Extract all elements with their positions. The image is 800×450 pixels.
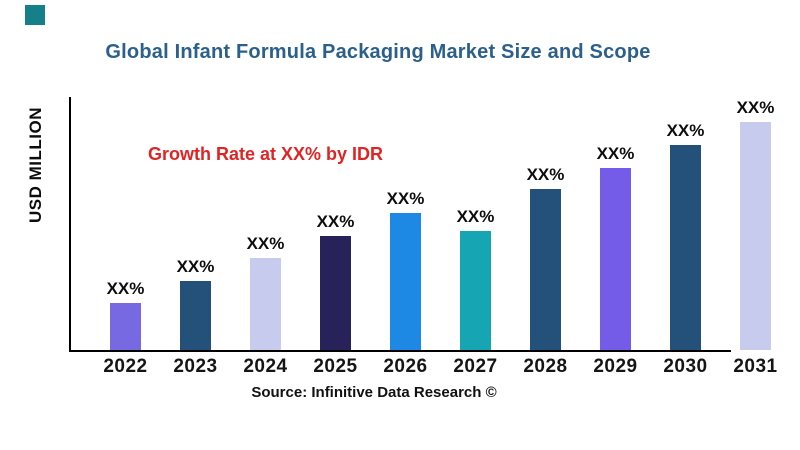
bar-value-label-2026: XX%	[386, 189, 425, 208]
bar-2024	[250, 258, 281, 350]
x-tick-2022: 2022	[103, 356, 148, 377]
bar-value-label-2024: XX%	[246, 234, 285, 253]
bar-value-label-2031: XX%	[736, 98, 775, 117]
bar-2030	[670, 145, 701, 350]
bar-2031	[740, 122, 771, 350]
source-attribution: Source: Infinitive Data Research ©	[251, 384, 497, 401]
bar-2027	[460, 231, 491, 350]
x-tick-2026: 2026	[383, 356, 428, 377]
x-tick-2029: 2029	[593, 356, 638, 377]
bar-2022	[110, 303, 141, 350]
bar-2026	[390, 213, 421, 350]
bar-value-label-2028: XX%	[526, 165, 565, 184]
chart-title: Global Infant Formula Packaging Market S…	[105, 41, 651, 63]
growth-rate-annotation: Growth Rate at XX% by IDR	[148, 144, 384, 164]
x-tick-2031: 2031	[733, 356, 778, 377]
bar-2028	[530, 189, 561, 350]
bar-value-label-2029: XX%	[596, 144, 635, 163]
bar-value-label-2025: XX%	[316, 212, 355, 231]
bar-2025	[320, 236, 351, 350]
x-tick-2027: 2027	[453, 356, 498, 377]
x-axis-line	[69, 350, 731, 352]
bar-value-label-2022: XX%	[106, 279, 145, 298]
bar-value-label-2030: XX%	[666, 121, 705, 140]
bar-value-label-2023: XX%	[176, 257, 215, 276]
x-tick-2030: 2030	[663, 356, 708, 377]
y-axis-label: USD MILLION	[26, 107, 45, 223]
y-axis-line	[69, 97, 71, 352]
x-tick-2025: 2025	[313, 356, 358, 377]
bar-2029	[600, 168, 631, 350]
brand-square-logo	[25, 5, 45, 25]
x-tick-2023: 2023	[173, 356, 218, 377]
bar-value-label-2027: XX%	[456, 207, 495, 226]
x-tick-2028: 2028	[523, 356, 568, 377]
x-tick-2024: 2024	[243, 356, 288, 377]
bar-2023	[180, 281, 211, 350]
